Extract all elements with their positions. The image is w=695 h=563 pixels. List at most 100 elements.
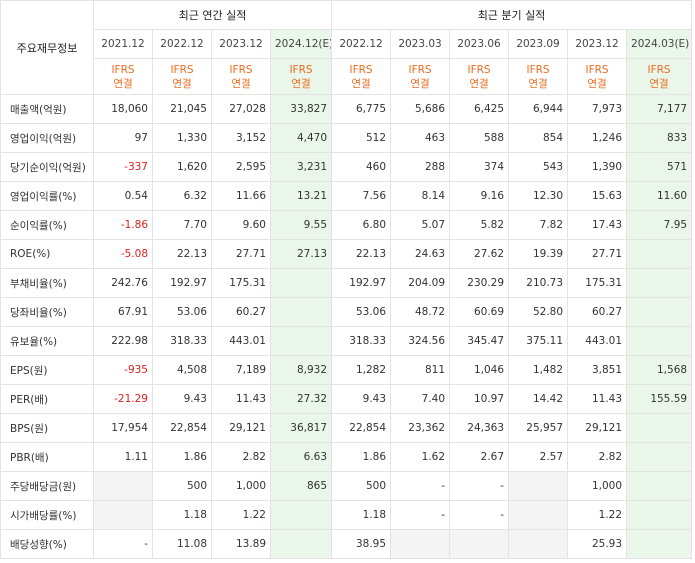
table-cell: 1.22 xyxy=(211,500,271,530)
table-cell: 22.13 xyxy=(331,239,392,269)
row-label: 당기순이익(억원) xyxy=(0,152,94,182)
table-row: 당기순이익(억원) -337 1,620 2,595 3,231 460 288 374 543… xyxy=(0,152,693,182)
table-cell: 24.63 xyxy=(390,239,451,269)
table-cell: 1.62 xyxy=(390,442,451,472)
table-cell: 27.71 xyxy=(211,239,271,269)
table-cell: 0.54 xyxy=(93,181,153,211)
annual-period: 2021.12 xyxy=(93,29,153,59)
table-cell: 11.60 xyxy=(626,181,693,211)
table-row: 주당배당금(원) 500 1,000 865 500- -1,000 xyxy=(0,471,693,501)
ifrs-standard-text: IFRS xyxy=(170,63,194,76)
table-cell: 48.72 xyxy=(390,297,451,327)
table-cell xyxy=(269,268,333,298)
table-cell: 5.07 xyxy=(390,210,451,240)
table-cell: 230.29 xyxy=(449,268,510,298)
ifrs-consolidated-label: IFRS 연결 xyxy=(331,58,392,95)
ifrs-standard-text: IFRS xyxy=(229,63,253,76)
table-cell: 19.39 xyxy=(508,239,569,269)
quarter-period-estimate: 2024.03(E) xyxy=(626,29,693,59)
table-cell xyxy=(626,326,693,356)
ifrs-consolidated-label: IFRS 연결 xyxy=(211,58,271,95)
table-cell xyxy=(269,326,333,356)
table-cell: 11.66 xyxy=(211,181,271,211)
table-cell: 2.82 xyxy=(567,442,628,472)
table-cell: 2,595 xyxy=(211,152,271,182)
table-cell: 7,973 xyxy=(567,94,628,124)
table-cell: 5.82 xyxy=(449,210,510,240)
table-cell: 25,957 xyxy=(508,413,569,443)
table-cell: 9.16 xyxy=(449,181,510,211)
table-cell: 9.43 xyxy=(331,384,392,414)
consolidated-text: 연결 xyxy=(469,77,489,90)
row-label: ROE(%) xyxy=(0,239,94,269)
table-cell: 1,000 xyxy=(567,471,628,501)
table-row: BPS(원) 17,954 22,854 29,121 36,817 22,854 23,3… xyxy=(0,413,693,443)
table-cell xyxy=(269,529,333,559)
table-row: PBR(배) 1.11 1.86 2.82 6.63 1.86 1.62 2.67 2.57 2.… xyxy=(0,442,693,472)
table-cell: 7.40 xyxy=(390,384,451,414)
table-cell: 500 xyxy=(152,471,212,501)
row-label: 배당성향(%) xyxy=(0,529,94,559)
table-cell: 1.18 xyxy=(331,500,392,530)
table-row: 유보율(%) 222.98 318.33 443.01 318.33 324.56 345.… xyxy=(0,326,693,356)
consolidated-text: 연결 xyxy=(587,77,607,90)
table-cell: 7.70 xyxy=(152,210,212,240)
table-cell: 512 xyxy=(331,123,392,153)
table-cell: 374 xyxy=(449,152,510,182)
table-cell: 1.22 xyxy=(567,500,628,530)
consolidated-text: 연결 xyxy=(113,77,133,90)
table-cell xyxy=(626,297,693,327)
table-cell xyxy=(390,529,451,559)
table-cell: 25.93 xyxy=(567,529,628,559)
table-cell: 13.21 xyxy=(269,181,333,211)
ifrs-standard-text: IFRS xyxy=(349,63,373,76)
table-cell: 443.01 xyxy=(211,326,271,356)
consolidated-text: 연결 xyxy=(172,77,192,90)
table-cell: 6,775 xyxy=(331,94,392,124)
table-cell: 8.14 xyxy=(390,181,451,211)
table-cell: 7.95 xyxy=(626,210,693,240)
row-label: PER(배) xyxy=(0,384,94,414)
table-cell: 204.09 xyxy=(390,268,451,298)
table-cell: -5.08 xyxy=(93,239,153,269)
ifrs-standard-text: IFRS xyxy=(585,63,609,76)
table-cell: -337 xyxy=(93,152,153,182)
table-row: EPS(원) -935 4,508 7,189 8,932 1,282 811 1,046 1,… xyxy=(0,355,693,385)
table-cell: 22.13 xyxy=(152,239,212,269)
quarter-period: 2023.03 xyxy=(390,29,451,59)
table-cell: 1,282 xyxy=(331,355,392,385)
table-cell: 27,028 xyxy=(211,94,271,124)
consolidated-text: 연결 xyxy=(528,77,548,90)
table-cell: 2.67 xyxy=(449,442,510,472)
table-cell: 3,851 xyxy=(567,355,628,385)
table-cell: 345.47 xyxy=(449,326,510,356)
ifrs-consolidated-label: IFRS 연결 xyxy=(508,58,569,95)
table-cell xyxy=(626,268,693,298)
annual-period: 2022.12 xyxy=(152,29,212,59)
table-cell: 1.11 xyxy=(93,442,153,472)
table-cell: 6,425 xyxy=(449,94,510,124)
table-cell xyxy=(508,529,569,559)
table-cell: 6,944 xyxy=(508,94,569,124)
table-cell: -935 xyxy=(93,355,153,385)
table-cell: 1,330 xyxy=(152,123,212,153)
table-cell: 36,817 xyxy=(269,413,333,443)
table-cell: 7.56 xyxy=(331,181,392,211)
table-cell: 3,231 xyxy=(269,152,333,182)
quarter-results-title: 최근 분기 실적 xyxy=(331,0,693,30)
table-cell xyxy=(626,500,693,530)
table-cell: 854 xyxy=(508,123,569,153)
table-cell xyxy=(508,471,569,501)
table-cell: 1,390 xyxy=(567,152,628,182)
table-row: 영업이익(억원) 97 1,330 3,152 4,470 512 463 588 854 1,2… xyxy=(0,123,693,153)
table-cell: 6.80 xyxy=(331,210,392,240)
table-cell: 1.18 xyxy=(152,500,212,530)
table-cell: 3,152 xyxy=(211,123,271,153)
table-cell: 2.57 xyxy=(508,442,569,472)
table-cell xyxy=(93,471,153,501)
table-cell xyxy=(626,413,693,443)
ifrs-standard-text: IFRS xyxy=(111,63,135,76)
consolidated-text: 연결 xyxy=(410,77,430,90)
table-cell xyxy=(626,442,693,472)
table-cell: - xyxy=(390,471,451,501)
